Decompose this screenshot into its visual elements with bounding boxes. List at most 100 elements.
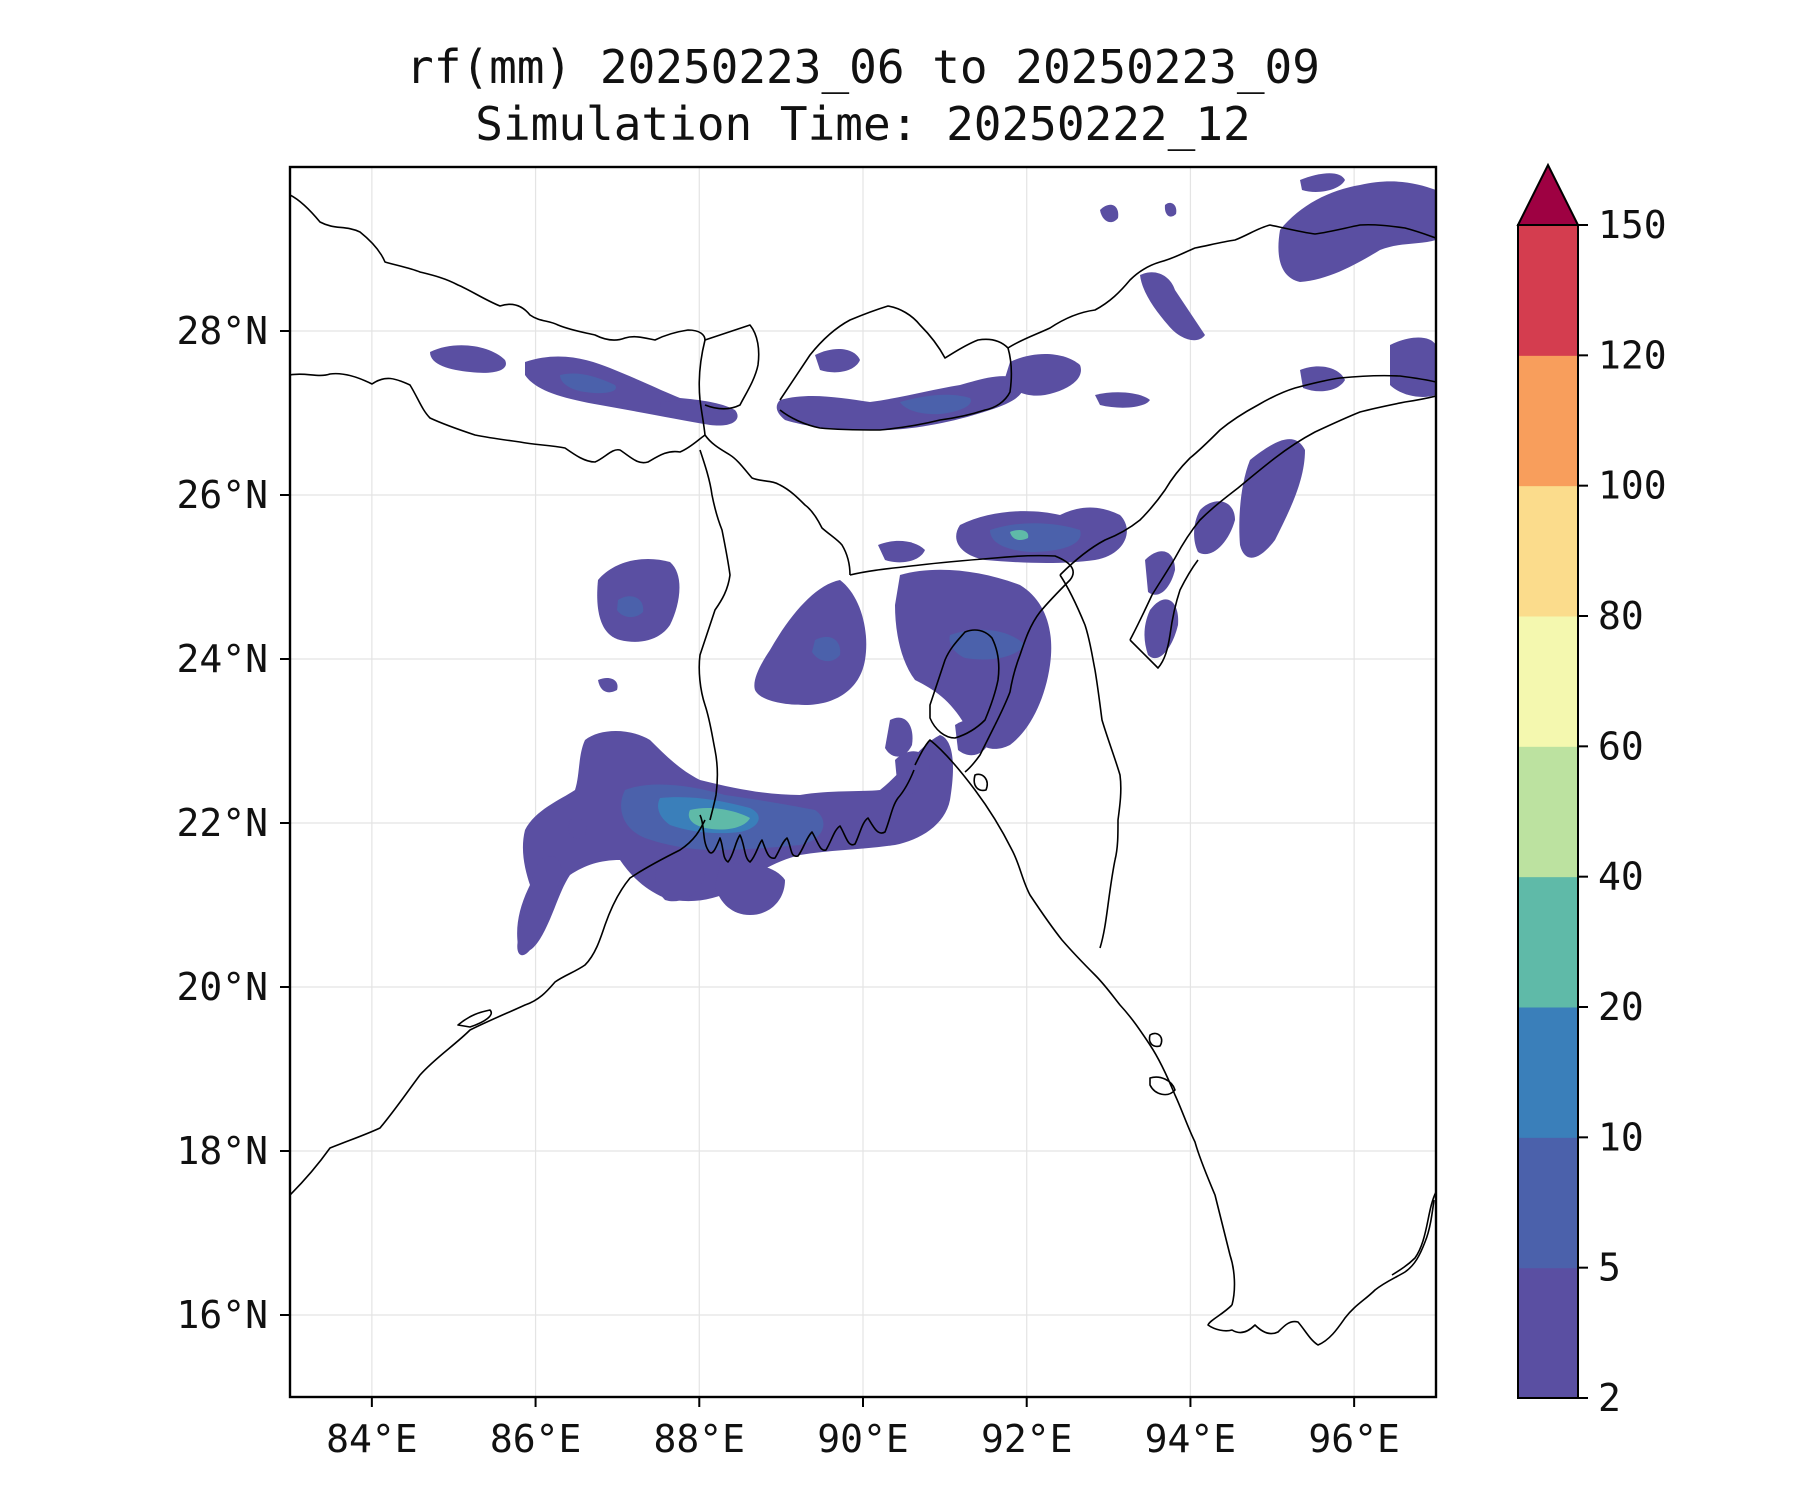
rain-region-assam-3 [1144, 599, 1179, 659]
rain-region-arunachal-6 [1164, 202, 1177, 217]
rain-region-sylhet-2 [949, 629, 1025, 660]
colorbar-label: 20 [1598, 985, 1644, 1029]
border-bangladesh-north [849, 554, 1074, 726]
lat-tick-label: 26°N [176, 473, 268, 517]
lat-tick-label: 18°N [176, 1129, 268, 1173]
lon-tick-label: 94°E [1145, 1417, 1237, 1461]
rain-region-sundarbans-4 [688, 807, 750, 830]
colorbar-label: 120 [1598, 333, 1667, 377]
border-myanmar-east [1391, 1191, 1436, 1276]
border-nepal-south [290, 372, 706, 464]
border-nagaland-manipur [1059, 374, 1436, 576]
colorbar-label: 80 [1598, 594, 1644, 638]
rain-field [430, 173, 1436, 956]
colorbar-segment [1518, 225, 1578, 356]
colorbar-segment [1518, 355, 1578, 487]
border-bangladesh-inner [698, 449, 731, 821]
rain-region-nepal-3 [560, 373, 616, 394]
map-area [290, 167, 1436, 1397]
coastline-chilika [457, 1009, 492, 1028]
rain-region-arunachal-5 [1100, 204, 1119, 223]
rain-region-bhutan-4 [815, 348, 860, 373]
colorbar-segment [1518, 1137, 1578, 1269]
rain-region-assam-1 [1239, 439, 1305, 558]
border-arunachal-north [1007, 223, 1436, 349]
lon-tick-label: 92°E [981, 1417, 1073, 1461]
rain-region-assam-2 [1194, 501, 1235, 555]
border-sikkim [704, 324, 760, 410]
border-nepal-north [290, 194, 706, 341]
colorbar-label: 10 [1598, 1115, 1644, 1159]
rain-region-naga-1 [1145, 551, 1175, 595]
rain-region-assam-4 [1300, 366, 1345, 392]
border-india-myanmar [1059, 574, 1122, 861]
colorbar-segment [1518, 616, 1578, 747]
colorbar-segment [1518, 1267, 1578, 1399]
lat-tick-label: 24°N [176, 637, 268, 681]
rain-region-meghalaya-2 [990, 523, 1081, 552]
chart-title-line1: rf(mm) 20250223_06 to 20250223_09 [406, 40, 1320, 94]
rain-region-meghalaya-3 [1010, 530, 1029, 540]
colorbar-label: 100 [1598, 464, 1667, 508]
island-cheduba [1148, 1032, 1163, 1048]
colorbar-segment [1518, 485, 1578, 617]
rain-region-sylhet-4 [885, 717, 913, 757]
rain-region-sundarbans-6 [715, 863, 785, 915]
rain-region-nepal-1 [430, 345, 506, 373]
colorbar-extend-arrow [1516, 162, 1580, 226]
colorbar-frame [1517, 224, 1579, 1399]
rain-region-arunachal-3 [1140, 272, 1205, 341]
lat-tick-label: 28°N [176, 309, 268, 353]
colorbar: 2 5 10 20 40 60 80 100 120 150 [1516, 162, 1667, 1420]
rain-region-central-bd-1 [754, 580, 867, 705]
lon-tick-label: 84°E [326, 1417, 418, 1461]
rain-region-arunachal-1 [1278, 181, 1436, 282]
border-bangladesh-west [704, 434, 851, 576]
rain-region-odisha-1 [517, 856, 562, 956]
rain-region-arunachal-4 [1390, 337, 1436, 397]
lon-tick-label: 88°E [654, 1417, 746, 1461]
coastline-india-east [290, 819, 706, 1196]
rain-region-jharkhand-3 [598, 678, 618, 693]
rain-region-bhutan-3 [1005, 354, 1081, 396]
coastline-arakan [914, 739, 1236, 1306]
border-assam-south [1129, 559, 1199, 669]
rain-region-bhutan-5 [1095, 392, 1150, 408]
chart-title-line2: Simulation Time: 20250222_12 [475, 97, 1250, 151]
rain-region-central-bd-2 [812, 636, 841, 662]
longitude-axis: 84°E 86°E 88°E 90°E 92°E 94°E 96°E [326, 1397, 1400, 1461]
colorbar-label: 60 [1598, 724, 1644, 768]
lon-tick-label: 96°E [1308, 1417, 1400, 1461]
rain-region-meghalaya-4 [878, 540, 925, 563]
island-bhola [973, 773, 988, 792]
lon-tick-label: 90°E [817, 1417, 909, 1461]
colorbar-label: 150 [1598, 203, 1667, 247]
border-myanmar-interior [1099, 859, 1116, 949]
rain-region-bhutan-2 [900, 394, 971, 415]
border-bangladesh-east [964, 724, 996, 773]
rain-region-odisha-2 [568, 818, 587, 839]
colorbar-label: 5 [1598, 1246, 1621, 1290]
lon-tick-label: 86°E [490, 1417, 582, 1461]
colorbar-segment [1518, 746, 1578, 878]
rain-region-nepal-4 [660, 400, 709, 421]
rain-region-sundarbans-5 [655, 858, 705, 902]
rain-region-sylhet-3 [955, 720, 990, 756]
rain-region-jharkhand-2 [617, 596, 644, 618]
lat-tick-label: 22°N [176, 801, 268, 845]
colorbar-label: 40 [1598, 855, 1644, 899]
colorbar-segment [1518, 1007, 1578, 1138]
latitude-axis: 16°N 18°N 20°N 22°N 24°N 26°N 28°N [176, 309, 290, 1337]
colorbar-label: 2 [1598, 1376, 1621, 1420]
rain-region-arunachal-2 [1300, 173, 1345, 192]
lat-tick-label: 16°N [176, 1293, 268, 1337]
border-bhutan [779, 305, 1013, 431]
rain-region-sylhet-1 [895, 569, 1052, 749]
coastline-irrawaddy [1207, 1199, 1435, 1346]
border-tripura [929, 629, 1000, 739]
lat-tick-label: 20°N [176, 965, 268, 1009]
border-nepal-east [698, 339, 706, 436]
coastline-sundarbans [699, 769, 915, 863]
border-assam [1129, 395, 1436, 641]
